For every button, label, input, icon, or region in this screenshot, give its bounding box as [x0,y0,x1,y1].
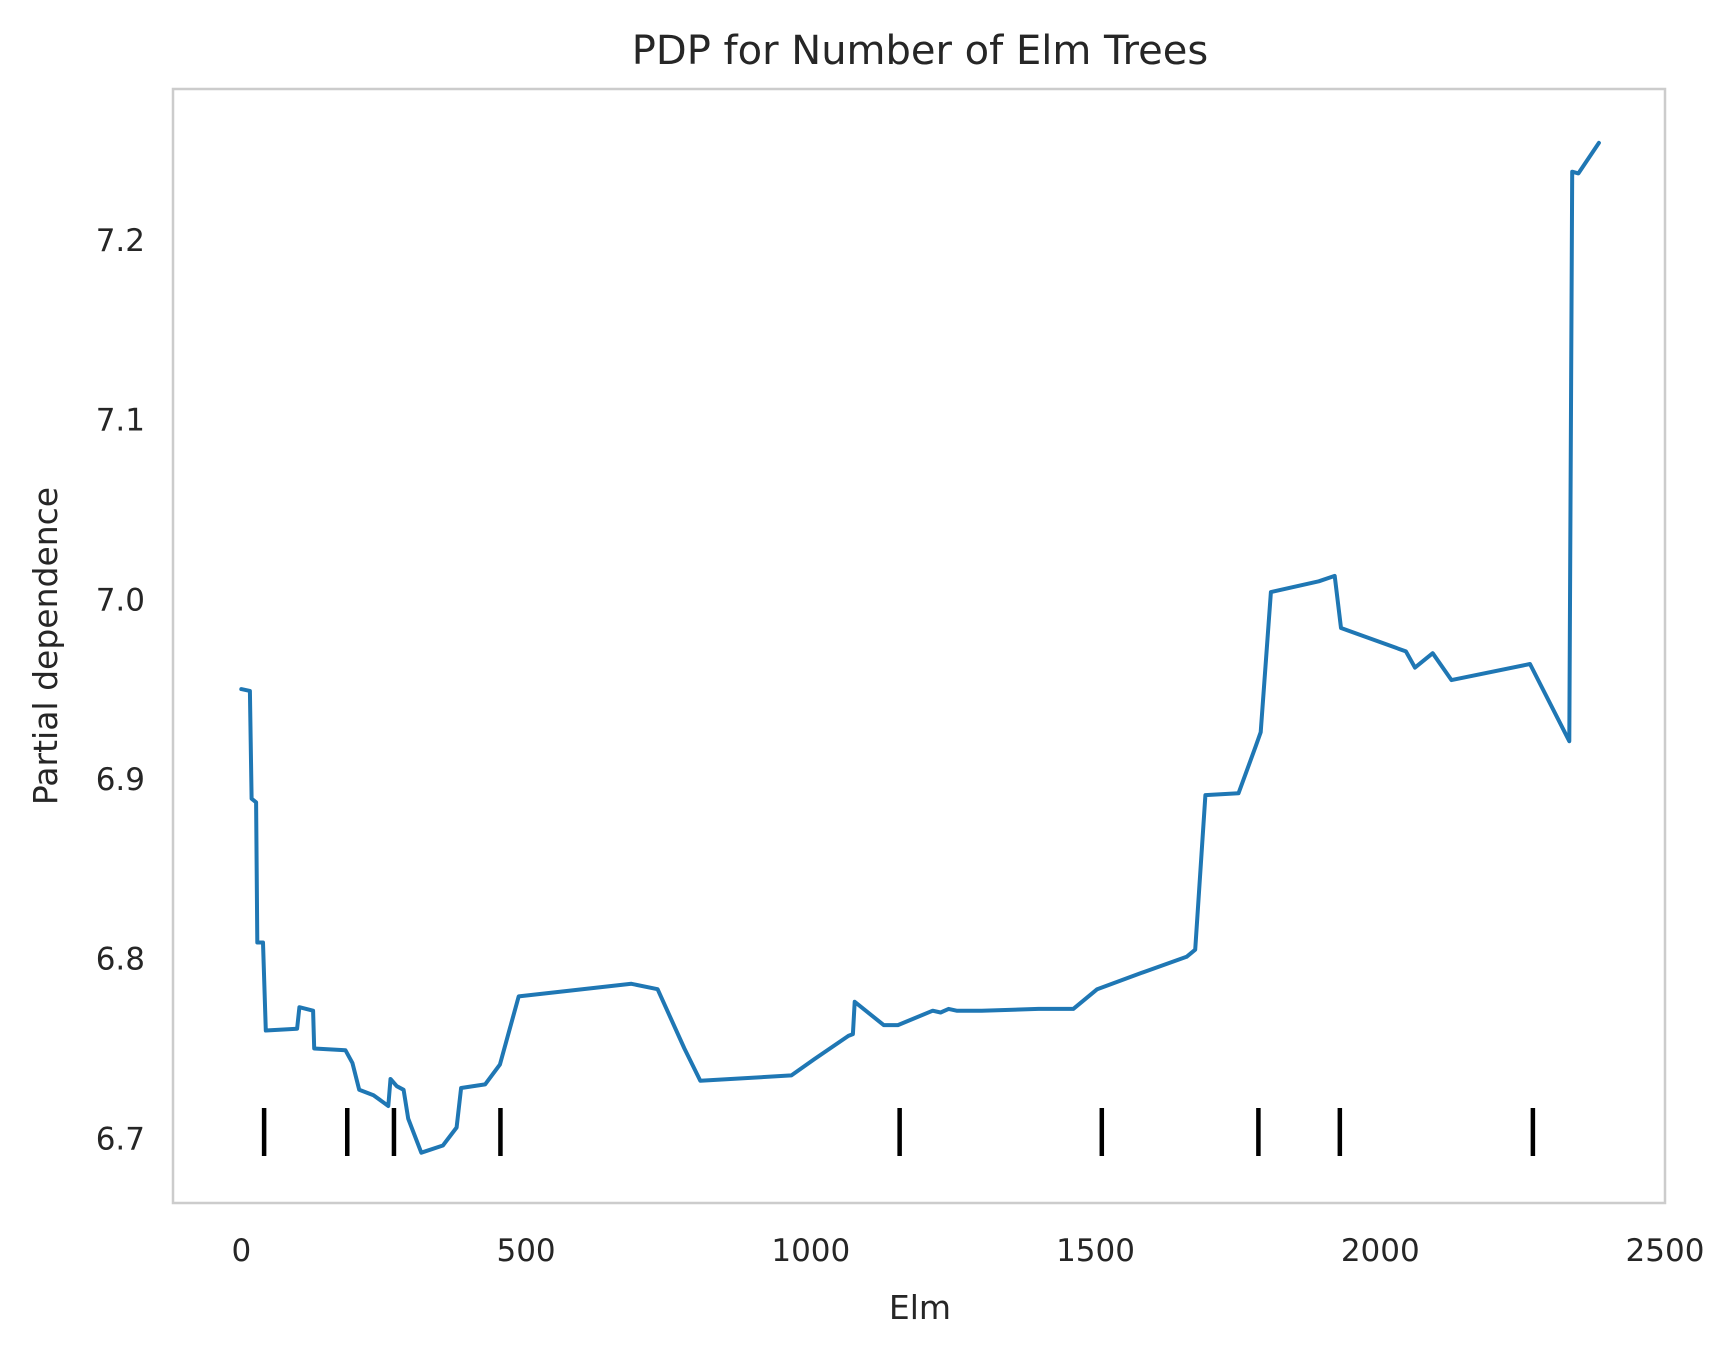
y-tick-label-4: 7.1 [96,403,145,439]
series-lines [239,140,1601,1155]
x-tick-label-1: 500 [496,1233,555,1269]
x-axis-label: Elm [889,1288,951,1327]
y-tick-label-1: 6.8 [96,942,145,978]
x-tick-label-4: 2000 [1341,1233,1420,1269]
plot-frame [171,87,1667,1205]
chart-title: PDP for Number of Elm Trees [632,28,1208,74]
y-tick-label-5: 7.2 [96,223,145,259]
x-axis-ticks: 0 500 1000 1500 2000 2500 [231,1233,1704,1269]
y-tick-label-0: 6.7 [96,1121,145,1157]
y-tick-label-2: 6.9 [96,762,145,798]
x-tick-label-2: 1000 [771,1233,850,1269]
rug-ticks [261,1108,1536,1156]
y-axis-ticks: 6.7 6.8 6.9 7.0 7.1 7.2 [96,223,145,1157]
x-tick-label-5: 2500 [1626,1233,1705,1269]
series-line-0 [239,140,1601,1155]
x-tick-label-0: 0 [231,1233,251,1269]
plot-area [171,87,1667,1205]
x-tick-label-3: 1500 [1056,1233,1135,1269]
y-tick-label-3: 7.0 [96,582,145,618]
y-axis-label: Partial dependence [26,487,65,805]
